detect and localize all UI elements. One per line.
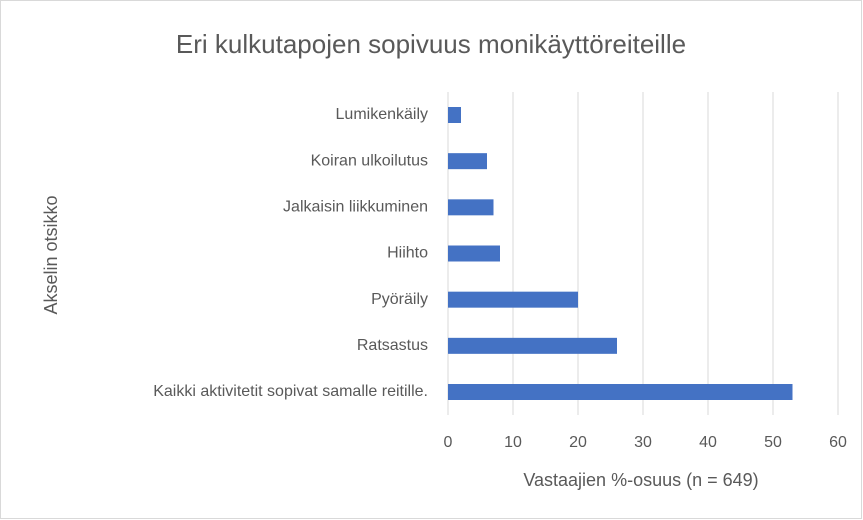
x-tick-label: 60 — [829, 434, 847, 451]
y-tick-label: Hiihto — [387, 245, 428, 262]
bar — [448, 337, 617, 354]
bar — [448, 199, 494, 216]
y-tick-label: Pyöräily — [371, 291, 428, 308]
y-tick-label: Ratsastus — [357, 337, 428, 354]
x-tick-label: 0 — [444, 434, 453, 451]
x-axis-title: Vastaajien %-osuus (n = 649) — [523, 470, 758, 490]
y-tick-label: Koiran ulkoilutus — [311, 152, 428, 169]
x-tick-label: 10 — [504, 434, 522, 451]
bar — [448, 245, 500, 262]
y-tick-label: Jalkaisin liikkuminen — [283, 199, 428, 216]
x-tick-label: 30 — [634, 434, 652, 451]
y-tick-label: Lumikenkäily — [336, 106, 428, 123]
y-tick-label: Kaikki aktivitetit sopivat samalle reiti… — [153, 383, 428, 400]
bar — [448, 107, 461, 123]
bar — [448, 153, 487, 170]
bar — [448, 384, 793, 400]
chart-title: Eri kulkutapojen sopivuus monikäyttöreit… — [176, 29, 686, 59]
x-tick-label: 20 — [569, 434, 587, 451]
y-axis-title: Akselin otsikko — [41, 195, 61, 314]
bar — [448, 291, 578, 308]
x-tick-label: 50 — [764, 434, 782, 451]
x-tick-label: 40 — [699, 434, 717, 451]
